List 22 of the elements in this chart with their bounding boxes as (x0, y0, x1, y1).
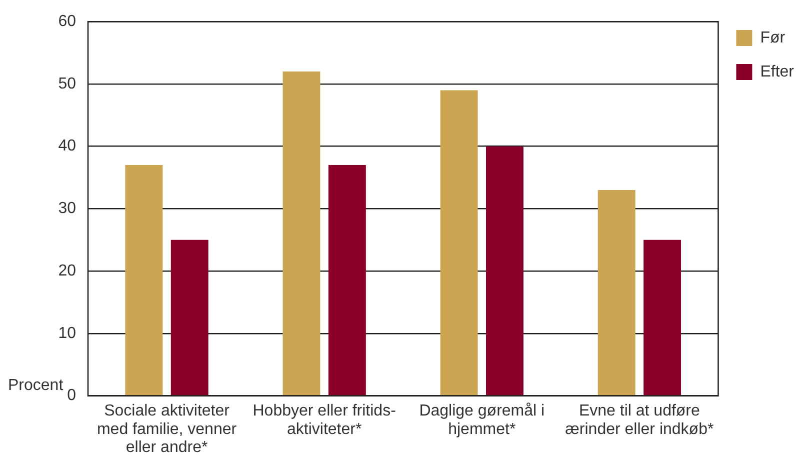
y-tick-label: 50 (58, 75, 76, 92)
bar (598, 190, 636, 396)
x-tick-label: Daglige gøremål i hjemmet* (419, 402, 545, 438)
x-tick-label: Evne til at udføre ærinder eller indkøb* (565, 402, 714, 438)
y-tick-label: 20 (58, 262, 76, 280)
y-tick-label: 0 (67, 387, 76, 404)
y-tick-label: 10 (58, 324, 76, 342)
bar (440, 90, 478, 396)
y-tick-label: 40 (58, 138, 76, 155)
bar (282, 71, 320, 396)
y-axis-title: Procent (8, 377, 64, 394)
bar (644, 240, 682, 396)
bar (170, 240, 208, 396)
legend-label: Før (760, 29, 786, 46)
x-tick-label: Hobbyer eller fritids-aktiviteter* (252, 402, 396, 438)
bar (328, 165, 366, 396)
legend-label: Efter (760, 63, 795, 80)
bar (486, 146, 524, 396)
y-tick-label: 30 (58, 200, 76, 218)
bar (125, 165, 163, 396)
x-tick-label: Sociale aktiviteter med familie, venner eller andre* (96, 402, 238, 456)
y-tick-label: 60 (58, 13, 76, 30)
